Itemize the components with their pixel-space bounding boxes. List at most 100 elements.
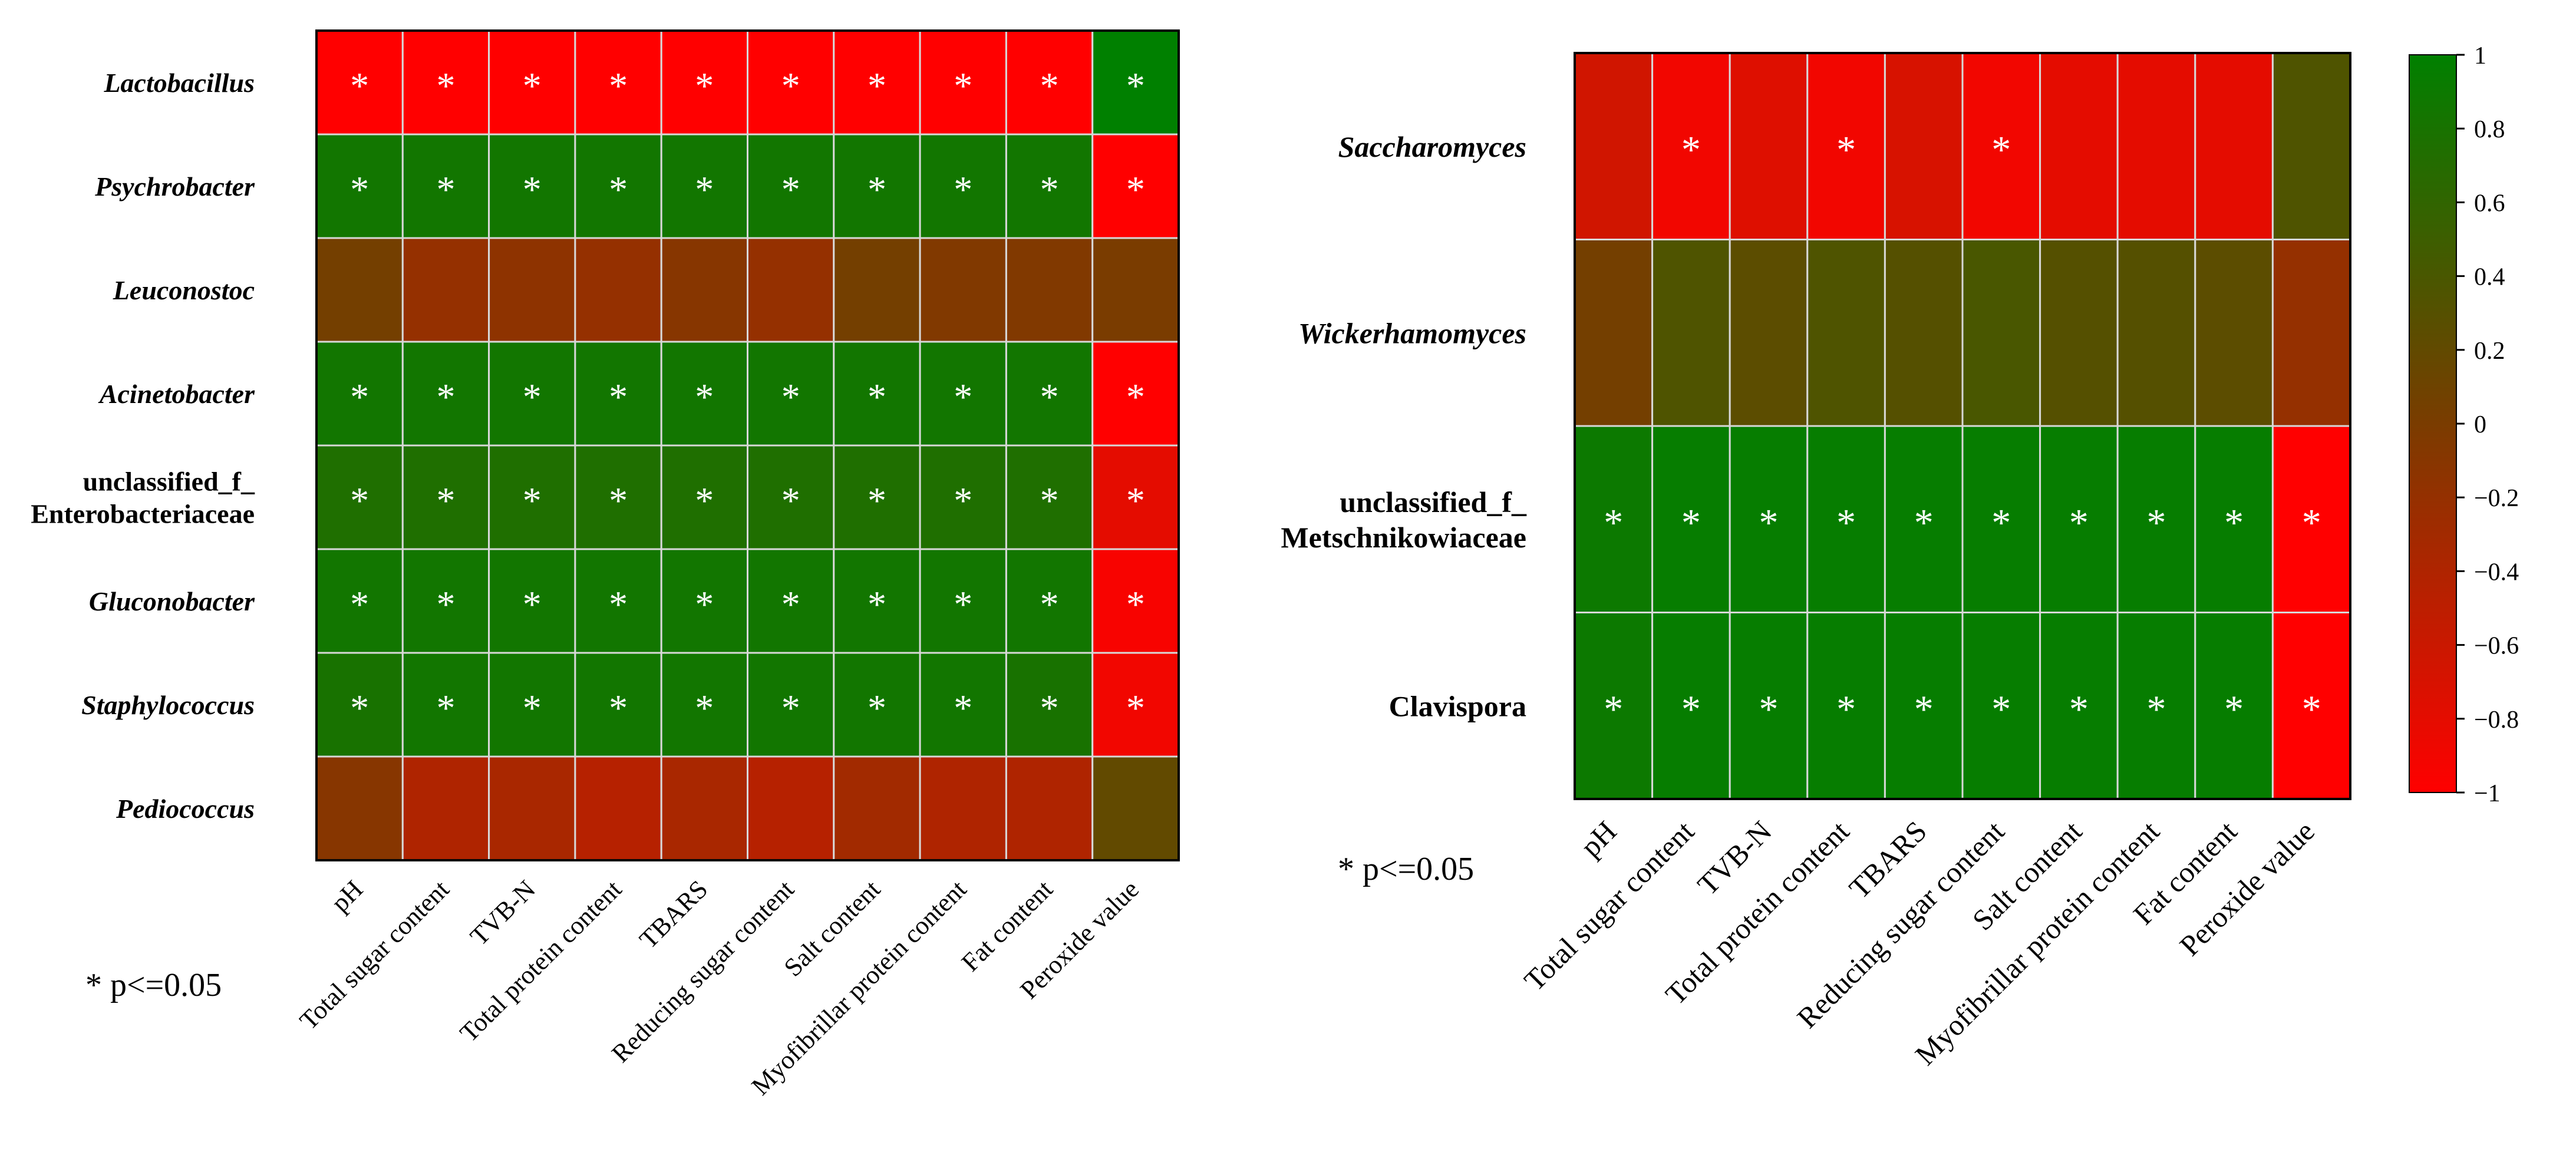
colorbar-tick-label: 0.6: [2474, 190, 2505, 217]
significance-star: *: [1914, 688, 1934, 731]
significance-star: *: [2147, 501, 2166, 544]
heatmap-cell: [1574, 425, 1654, 613]
heatmap-cell: [919, 133, 1007, 239]
significance-star: *: [1681, 128, 1701, 171]
heatmap-cell: [2039, 52, 2119, 240]
significance-star: *: [2069, 501, 2089, 544]
heatmap-cell: [1005, 755, 1094, 861]
heatmap-cell: [1091, 133, 1180, 239]
colorbar-tick-label: 0.2: [2474, 338, 2505, 365]
significance-star: *: [695, 687, 714, 729]
significance-star: *: [868, 480, 886, 521]
heatmap-cell: [1884, 52, 1964, 240]
heatmap-cell: [919, 755, 1007, 861]
heatmap-cell: [488, 548, 576, 654]
heatmap-cell: [919, 29, 1007, 136]
significance-star: *: [1126, 65, 1145, 107]
significance-star: *: [1040, 376, 1059, 418]
significance-star: *: [609, 65, 628, 107]
column-label: TVB-N: [464, 874, 541, 951]
heatmap-cell: [1806, 52, 1886, 240]
significance-star: *: [350, 480, 369, 521]
heatmap-cell: [2271, 239, 2351, 427]
significance-star: *: [1126, 583, 1145, 625]
significance-star: *: [350, 65, 369, 107]
heatmap-cell: [1091, 29, 1180, 136]
heatmap-cell: [1729, 52, 1809, 240]
significance-star: *: [954, 376, 972, 418]
significance-star: *: [781, 687, 800, 729]
heatmap-cell: [488, 237, 576, 343]
row-label: Pediococcus: [116, 794, 255, 824]
significance-star: *: [868, 65, 886, 107]
significance-star: *: [350, 376, 369, 418]
heatmap-cell: [1091, 444, 1180, 550]
row-label: Clavispora: [1389, 689, 1526, 722]
significance-star: *: [1040, 65, 1059, 107]
heatmap-cell: [1005, 548, 1094, 654]
heatmap-cell: [2271, 52, 2351, 240]
row-label: Gluconobacter: [89, 586, 255, 616]
heatmap-cell: [315, 755, 404, 861]
heatmap-cell: [2116, 239, 2196, 427]
heatmap-cell: [1574, 239, 1654, 427]
significance-star: *: [523, 376, 542, 418]
significance-star: *: [1040, 480, 1059, 521]
significance-star: *: [695, 376, 714, 418]
heatmap-cell: [401, 237, 490, 343]
row-label: unclassified_f_ Metschnikowiaceae: [1281, 486, 1527, 554]
heatmap-cell: [315, 652, 404, 758]
heatmap-cell: [315, 29, 404, 136]
significance-star: *: [1126, 480, 1145, 521]
heatmap-cell: [1729, 239, 1809, 427]
heatmap-cell: [660, 652, 748, 758]
significance-star: *: [2302, 501, 2321, 544]
heatmap-cell: [833, 755, 921, 861]
heatmap-cell: [1005, 133, 1094, 239]
heatmap-cell: [919, 548, 1007, 654]
heatmap-cell: [660, 237, 748, 343]
significance-star: *: [1604, 501, 1623, 544]
row-label: Saccharomyces: [1338, 130, 1526, 163]
heatmap-cell: [1651, 425, 1731, 613]
colorbar-tick-label: −0.4: [2474, 559, 2519, 586]
significance-star: *: [954, 169, 972, 210]
significance-star: *: [695, 169, 714, 210]
significance-star: *: [1126, 687, 1145, 729]
heatmap-cell: [2116, 52, 2196, 240]
significance-star: *: [868, 687, 886, 729]
heatmap-cell: [2194, 52, 2274, 240]
significance-star: *: [2069, 688, 2089, 731]
significance-star: *: [437, 583, 456, 625]
heatmap-cell: [401, 548, 490, 654]
heatmap-cell: [574, 237, 662, 343]
significance-star: *: [781, 583, 800, 625]
heatmap-cell: [2039, 612, 2119, 800]
significance-star: *: [781, 376, 800, 418]
heatmap-cell: [2194, 425, 2274, 613]
column-label: TBARS: [634, 874, 713, 954]
significance-star: *: [695, 480, 714, 521]
column-label: Total protein content: [454, 874, 627, 1047]
heatmap-cell: [574, 133, 662, 239]
significance-star: *: [437, 480, 456, 521]
heatmap-cell: [1806, 239, 1886, 427]
heatmap-cell: [747, 548, 835, 654]
heatmap-cell: [747, 237, 835, 343]
heatmap-cell: [315, 341, 404, 447]
significance-star: *: [954, 65, 972, 107]
significance-star: *: [695, 65, 714, 107]
significance-star: *: [523, 583, 542, 625]
significance-star: *: [609, 169, 628, 210]
row-label: Staphylococcus: [81, 690, 255, 720]
significance-star: *: [609, 480, 628, 521]
colorbar-tick-label: −0.2: [2474, 485, 2519, 512]
significance-star: *: [437, 169, 456, 210]
significance-star: *: [1759, 688, 1779, 731]
colorbar-tick-label: 0: [2474, 411, 2486, 438]
significance-star: *: [1759, 501, 1779, 544]
colorbar-tick-label: 0.8: [2474, 116, 2505, 143]
significance-star: *: [868, 376, 886, 418]
heatmap-cell: [1005, 652, 1094, 758]
heatmap-cell: [401, 133, 490, 239]
